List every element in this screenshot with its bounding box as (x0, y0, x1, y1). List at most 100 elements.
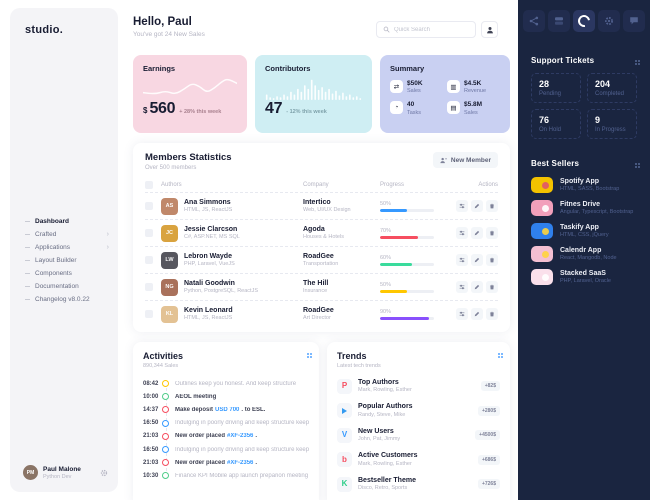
contributors-card[interactable]: Contributors 47 - 12% this week (255, 55, 372, 133)
product-subtitle: React, Mangodb, Node (560, 255, 617, 262)
trend-title[interactable]: Top Authors (358, 378, 399, 386)
progress-bar (380, 235, 434, 239)
new-member-button[interactable]: New Member (432, 152, 498, 168)
activities-timeline: 08:42 Outlines keep you honest. And keep… (143, 377, 309, 483)
company-name: RoadGee (303, 252, 334, 260)
producthunt-icon: P (337, 378, 352, 394)
row-checkbox[interactable] (145, 310, 153, 318)
telegram-icon (337, 403, 352, 418)
settings-row-button[interactable] (456, 254, 468, 266)
activity-link[interactable]: USD 700 (215, 406, 240, 413)
author-skills: HTML, JS, ReactJS (184, 207, 233, 214)
sidebar-item-crafted[interactable]: Crafted › (25, 228, 109, 241)
progress-bar (380, 316, 434, 320)
settings-row-button[interactable] (456, 308, 468, 320)
sidebar-item-dashboard[interactable]: Dashboard (25, 215, 109, 228)
activity-time: 16:50 (143, 446, 159, 453)
timeline-dot-icon (162, 406, 169, 414)
edit-row-button[interactable] (471, 200, 483, 212)
sliders-settings-icon (459, 257, 465, 263)
row-checkbox[interactable] (145, 229, 153, 237)
company-name: Agoda (303, 225, 325, 233)
timeline-dot-icon (162, 393, 169, 401)
chat-button[interactable] (623, 10, 645, 32)
settings-row-button[interactable] (456, 200, 468, 212)
activity-link[interactable]: #XF-2356 (227, 459, 254, 466)
edit-row-button[interactable] (471, 254, 483, 266)
ticket-stat-pending: 28 Pending (531, 73, 581, 103)
row-checkbox[interactable] (145, 283, 153, 291)
stat-value: 76 (539, 115, 550, 125)
delete-row-button[interactable] (486, 227, 498, 239)
select-all-checkbox[interactable] (145, 180, 153, 189)
grid-dots-icon[interactable] (307, 353, 309, 355)
table-row: JC Jessie Clarcson C#, ASP.NET, MS SQL Ag… (145, 219, 498, 246)
user-settings-button[interactable] (100, 469, 108, 477)
summary-title: Summary (390, 64, 425, 73)
grid-dots-icon[interactable] (498, 353, 500, 355)
product-title: Stacked SaaS (560, 269, 606, 277)
settings-row-button[interactable] (456, 227, 468, 239)
best-seller-item[interactable]: Calendr App React, Mangodb, Node (531, 246, 637, 262)
author-name[interactable]: Jessie Clarcson (184, 225, 238, 233)
wallet-icon: ▤ (447, 101, 460, 115)
account-button[interactable] (481, 21, 498, 38)
earnings-title: Earnings (143, 64, 176, 73)
grid-dots-icon[interactable] (635, 59, 637, 62)
grid-dots-icon[interactable] (635, 162, 637, 165)
brand-spinner-button[interactable] (573, 10, 595, 32)
layout-button[interactable] (548, 10, 570, 32)
avatar: LW (161, 251, 178, 269)
trend-title[interactable]: New Users (358, 427, 394, 435)
best-seller-item[interactable]: Fitnes Drive Angular, Typescript, Bootstr… (531, 200, 637, 216)
user-avatar[interactable]: PM (23, 465, 38, 480)
dash-icon (25, 273, 30, 274)
best-seller-item[interactable]: Taskify App HTML, CSS, jQuery (531, 223, 637, 239)
quick-search-input[interactable] (394, 26, 469, 33)
delete-row-button[interactable] (486, 281, 498, 293)
settings-row-button[interactable] (456, 281, 468, 293)
author-name[interactable]: Lebron Wayde (184, 252, 232, 260)
trend-item: b Active Customers Mark, Rowling, Esther … (337, 452, 500, 467)
author-name[interactable]: Ana Simmons (184, 198, 231, 206)
delete-row-button[interactable] (486, 200, 498, 212)
activity-link[interactable]: #XF-2356 (227, 433, 254, 440)
best-seller-item[interactable]: Spotify App HTML, SASS, Bootstrap (531, 177, 637, 193)
best-seller-item[interactable]: Stacked SaaS PHP, Laravel, Oracle (531, 269, 637, 285)
progress-percent: 90% (380, 308, 392, 315)
trend-title[interactable]: Popular Authors (358, 403, 413, 411)
sidebar-item-applications[interactable]: Applications › (25, 241, 109, 254)
sidebar-item-layout-builder[interactable]: Layout Builder (25, 254, 109, 267)
earnings-card[interactable]: Earnings $ 560 + 28% this week (133, 55, 247, 133)
dash-icon (25, 247, 30, 248)
logo[interactable]: studio. (25, 24, 64, 36)
chevron-right-icon: › (106, 244, 109, 251)
activity-item: 14:37 Make deposit USD 700. to ESL. (143, 406, 266, 414)
trend-badge: +4500$ (475, 430, 500, 440)
summary-card[interactable]: Summary ⇄ $50K Sales ▥ $4.5K Revenue ◔ 40 T… (380, 55, 510, 133)
row-checkbox[interactable] (145, 256, 153, 264)
trend-title[interactable]: Active Customers (358, 452, 418, 460)
author-name[interactable]: Natali Goodwin (184, 279, 235, 287)
trend-title[interactable]: Bestseller Theme (358, 476, 416, 484)
row-checkbox[interactable] (145, 202, 153, 210)
share-icon (529, 16, 539, 26)
delete-trash-icon (490, 284, 494, 290)
trend-item: V New Users John, Pat, Jimmy +4500$ (337, 427, 500, 443)
edit-row-button[interactable] (471, 227, 483, 239)
sidebar-item-documentation[interactable]: Documentation (25, 280, 109, 293)
progress-percent: 70% (380, 227, 392, 234)
edit-row-button[interactable] (471, 308, 483, 320)
delete-trash-icon (490, 257, 494, 263)
product-thumbnail (531, 200, 553, 216)
progress-percent: 50% (380, 200, 392, 207)
sidebar-item-changelog[interactable]: Changelog v8.0.22 (25, 293, 109, 306)
share-button[interactable] (523, 10, 545, 32)
delete-row-button[interactable] (486, 254, 498, 266)
author-name[interactable]: Kevin Leonard (184, 306, 233, 314)
edit-row-button[interactable] (471, 281, 483, 293)
ticket-stat-on-hold: 76 On Hold (531, 109, 581, 139)
delete-row-button[interactable] (486, 308, 498, 320)
settings-button[interactable] (598, 10, 620, 32)
sidebar-item-components[interactable]: Components (25, 267, 109, 280)
